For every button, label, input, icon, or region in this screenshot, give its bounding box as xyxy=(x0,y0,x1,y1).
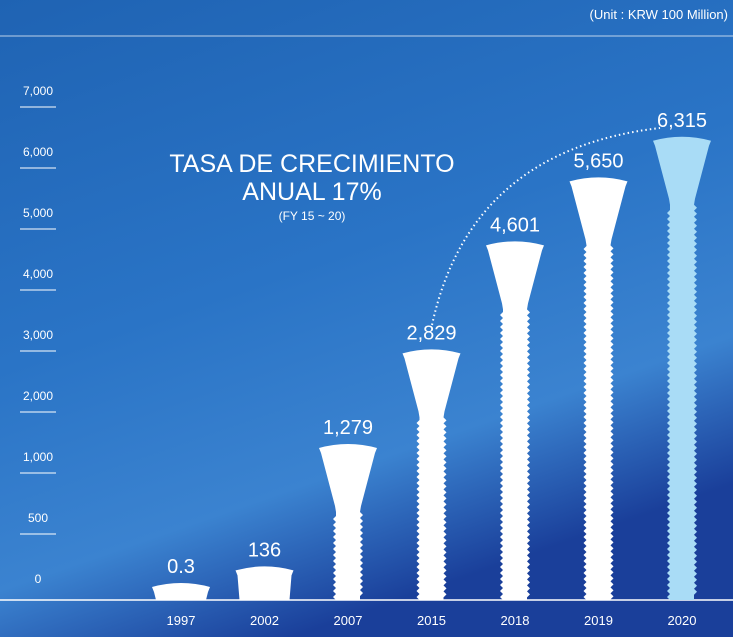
value-label: 1,279 xyxy=(323,417,373,439)
x-tick-label: 1997 xyxy=(167,613,196,628)
x-tick-label: 2019 xyxy=(584,613,613,628)
y-tick-label: 4,000 xyxy=(23,267,53,281)
unit-note: (Unit : KRW 100 Million) xyxy=(590,7,728,22)
bar xyxy=(152,583,210,600)
value-label: 136 xyxy=(248,539,281,561)
chart: (Unit : KRW 100 Million) TASA DE CRECIMI… xyxy=(0,0,733,637)
value-label: 0.3 xyxy=(167,556,195,578)
y-tick-label: 6,000 xyxy=(23,145,53,159)
title-line: ANUAL 17% xyxy=(242,178,381,206)
y-tick-label: 5,000 xyxy=(23,206,53,220)
y-tick-label: 7,000 xyxy=(23,84,53,98)
y-tick-label: 0 xyxy=(35,572,42,586)
x-tick-label: 2018 xyxy=(501,613,530,628)
y-tick-label: 1,000 xyxy=(23,450,53,464)
title-line: TASA DE CRECIMIENTO xyxy=(169,150,454,178)
value-label: 5,650 xyxy=(573,150,623,172)
x-tick-label: 2020 xyxy=(668,613,697,628)
y-tick-label: 500 xyxy=(28,511,48,525)
value-label: 6,315 xyxy=(657,110,707,132)
x-tick-label: 2002 xyxy=(250,613,279,628)
y-tick-label: 3,000 xyxy=(23,328,53,342)
subtitle: (FY 15 ~ 20) xyxy=(279,209,346,223)
bar xyxy=(236,566,294,600)
value-label: 2,829 xyxy=(406,322,456,344)
x-tick-label: 2015 xyxy=(417,613,446,628)
value-label: 4,601 xyxy=(490,214,540,236)
x-tick-label: 2007 xyxy=(334,613,363,628)
y-tick-label: 2,000 xyxy=(23,389,53,403)
background xyxy=(0,0,733,637)
